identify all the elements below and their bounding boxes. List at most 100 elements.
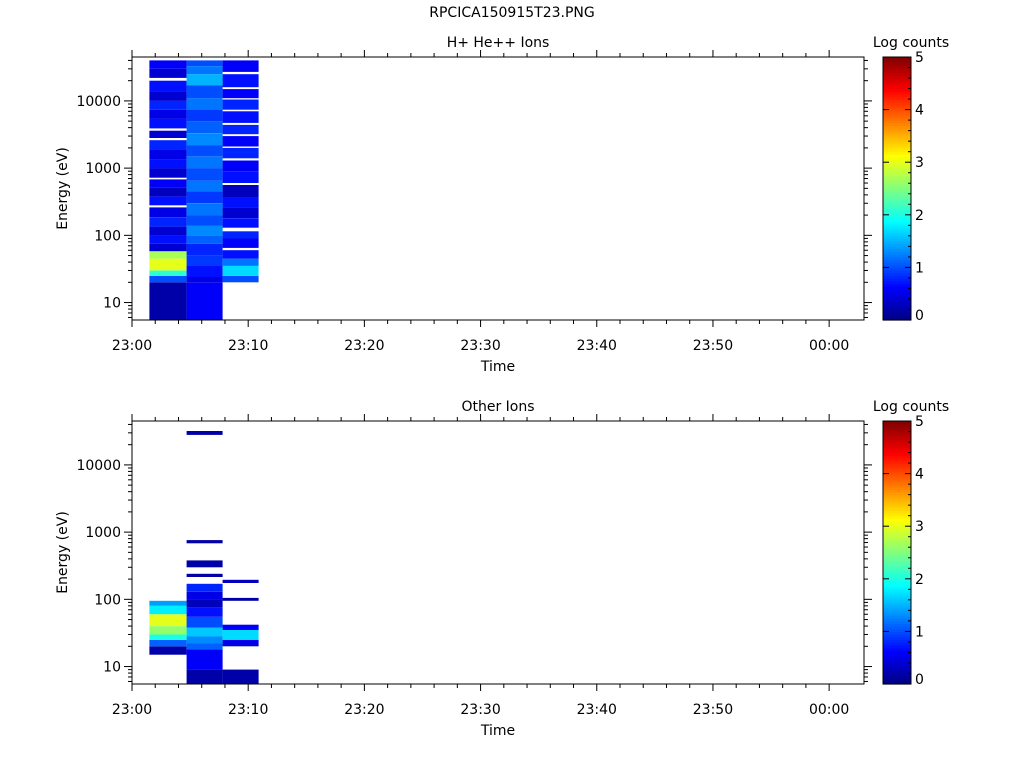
- heatmap-cell: [186, 540, 223, 544]
- colorbar-swatch: [883, 172, 911, 176]
- colorbar-swatch: [883, 80, 911, 84]
- colorbar-swatch: [883, 497, 911, 501]
- colorbar-swatch: [883, 652, 911, 656]
- heatmap-cell: [149, 243, 187, 252]
- colorbar-swatch: [883, 146, 911, 150]
- colorbar-swatch: [883, 489, 911, 493]
- colorbar-swatch: [883, 246, 911, 250]
- heatmap-cell: [186, 215, 223, 226]
- colorbar-swatch: [883, 233, 911, 237]
- heatmap-cell: [222, 250, 259, 259]
- colorbar-swatch: [883, 180, 911, 184]
- colorbar-swatch: [883, 154, 911, 158]
- colorbar-swatch: [883, 112, 911, 116]
- colorbar-swatch: [883, 151, 911, 155]
- heatmap-cell: [186, 145, 223, 157]
- colorbar-swatch: [883, 304, 911, 308]
- colorbar-swatch: [883, 130, 911, 134]
- colorbar-swatch: [883, 225, 911, 229]
- colorbar-swatch: [883, 256, 911, 261]
- heatmap-cell: [149, 91, 187, 101]
- colorbar-swatch: [883, 149, 911, 153]
- colorbar-swatch: [883, 280, 911, 284]
- heatmap-cell: [222, 147, 259, 159]
- colorbar-swatch: [883, 460, 911, 464]
- heatmap-cell: [222, 171, 259, 183]
- colorbar-swatch: [883, 660, 911, 664]
- colorbar-swatch: [883, 676, 911, 680]
- colorbar-swatch: [883, 447, 911, 451]
- colorbar-swatch: [883, 125, 911, 129]
- colorbar-swatch: [883, 673, 911, 677]
- colorbar-swatch: [883, 114, 911, 119]
- x-axis-ticks: 23:00 23:10 23:20 23:30 23:40 23:50 00:00: [112, 414, 849, 718]
- colorbar-swatch: [883, 552, 911, 556]
- heatmap-cell: [149, 80, 187, 92]
- heatmap-cell: [186, 591, 223, 600]
- heatmap-cell: [222, 669, 259, 684]
- heatmap-cell: [186, 599, 223, 608]
- heatmap-cell: [222, 60, 259, 72]
- colorbar-frame: [882, 56, 912, 321]
- heatmap-cells: [149, 431, 259, 684]
- heatmap-cell: [149, 60, 187, 69]
- heatmap-cell: [149, 639, 187, 647]
- heatmap-cell: [186, 85, 223, 99]
- heatmap-cell: [222, 231, 259, 239]
- x-tick-label: 23:00: [112, 338, 152, 354]
- heatmap-cell: [222, 218, 259, 228]
- colorbar-swatch: [883, 267, 911, 271]
- colorbar-swatch: [883, 541, 911, 546]
- colorbar-swatch: [883, 465, 911, 469]
- y-tick-label: 100: [94, 228, 121, 244]
- colorbar-swatch: [883, 85, 911, 90]
- colorbar-swatch: [883, 259, 911, 263]
- colorbar-swatch: [883, 285, 911, 290]
- colorbar-swatch: [883, 578, 911, 583]
- heatmap-cell: [186, 203, 223, 216]
- heatmap-cell: [149, 207, 187, 218]
- colorbar-swatch: [883, 597, 911, 601]
- heatmap-cell: [149, 251, 187, 259]
- colorbar-swatch: [883, 93, 911, 98]
- colorbar-tick-label: 1: [915, 260, 924, 276]
- heatmap-cell: [149, 109, 187, 119]
- colorbar-swatch: [883, 264, 911, 268]
- colorbar-swatch: [883, 170, 911, 174]
- colorbar-swatch: [883, 544, 911, 548]
- colorbar-swatch: [883, 568, 911, 572]
- heatmap-cell: [186, 98, 223, 110]
- heatmap-cell: [222, 630, 259, 640]
- colorbar-swatch: [883, 120, 911, 124]
- colorbar-swatch: [883, 188, 911, 192]
- colorbar-swatch: [883, 455, 911, 459]
- heatmap-cell: [149, 118, 187, 129]
- heatmap-cell: [186, 156, 223, 169]
- colorbar-swatch: [883, 159, 911, 163]
- x-tick-label: 23:50: [693, 702, 733, 718]
- colorbar-swatch: [883, 570, 911, 575]
- heatmap-cell: [186, 225, 223, 236]
- heatmap-cell: [149, 226, 187, 236]
- colorbar-swatch: [883, 309, 911, 313]
- y-axis-label: Energy (eV): [55, 147, 71, 230]
- colorbar-swatch: [883, 557, 911, 561]
- colorbar-tick-label: 2: [915, 572, 924, 588]
- colorbar-swatch: [883, 291, 911, 295]
- heatmap-cell: [222, 207, 259, 219]
- colorbar-swatch: [883, 620, 911, 625]
- colorbar-swatch: [883, 423, 911, 427]
- colorbar-swatch: [883, 222, 911, 226]
- colorbar-swatch: [883, 293, 911, 297]
- colorbar-swatch: [883, 288, 911, 292]
- colorbar-swatch: [883, 306, 911, 311]
- colorbar-swatch: [883, 536, 911, 540]
- colorbar-swatch: [883, 518, 911, 522]
- colorbar-swatch: [883, 523, 911, 527]
- colorbar-swatch: [883, 283, 911, 287]
- colorbar-swatch: [883, 494, 911, 498]
- heatmap-cell: [149, 187, 187, 197]
- heatmap-cell: [186, 191, 223, 204]
- colorbar-swatch: [883, 241, 911, 245]
- colorbar-swatch: [883, 560, 911, 564]
